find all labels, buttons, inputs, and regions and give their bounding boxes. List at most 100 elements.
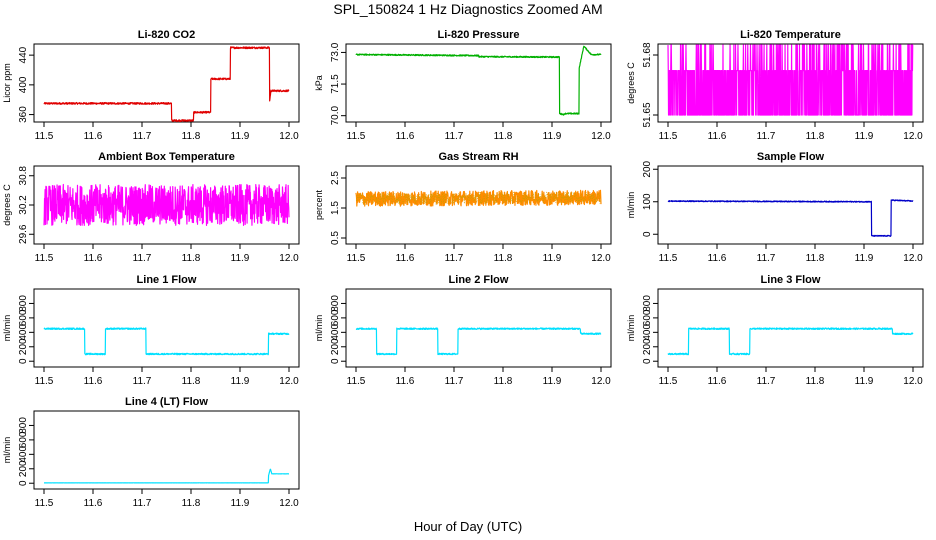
x-tick-label: 12.0	[591, 376, 611, 387]
y-axis-label: ml/min	[2, 437, 12, 464]
panel-title: Ambient Box Temperature	[98, 151, 235, 163]
x-tick-label: 11.6	[396, 131, 415, 142]
x-tick-label: 11.6	[84, 376, 103, 387]
y-tick-label: 400	[18, 76, 29, 93]
y-axis-label: degrees C	[626, 62, 636, 104]
x-tick-label: 11.8	[806, 253, 825, 264]
y-tick-label: 400	[642, 324, 653, 341]
y-tick-label: 200	[330, 338, 341, 355]
data-trace	[667, 199, 914, 237]
plot-frame	[345, 165, 612, 245]
data-trace	[43, 468, 290, 484]
panel-grid: Li-820 CO2 11.5 11.6 11.7 11.8 11.9 12.0 360 400…	[2, 29, 924, 509]
x-tick-label: 11.6	[708, 131, 727, 142]
x-tick-label: 11.7	[445, 376, 464, 387]
x-tick-label: 11.5	[659, 376, 678, 387]
x-tick-label: 11.5	[659, 253, 678, 264]
y-tick-label: 200	[18, 338, 29, 355]
y-tick-label: 71.5	[330, 74, 341, 94]
x-tick-label: 11.5	[35, 253, 54, 264]
x-tick-label: 12.0	[591, 253, 611, 264]
y-axis-label: degrees C	[2, 184, 12, 226]
panel-title: Li-820 CO2	[138, 29, 195, 41]
plot-frame	[33, 43, 300, 123]
x-tick-label: 11.8	[182, 498, 201, 509]
x-tick-label: 11.8	[494, 131, 513, 142]
x-tick-label: 11.9	[543, 131, 562, 142]
y-tick-label: 200	[642, 160, 653, 177]
plot-frame	[345, 43, 612, 123]
x-tick-label: 11.8	[806, 376, 825, 387]
plot-frame	[657, 288, 924, 368]
panel-3: Li-820 Temperature 11.5 11.6 11.7 11.8 11.9 12…	[626, 29, 924, 142]
x-tick-label: 11.5	[35, 376, 54, 387]
y-tick-label: 70.0	[330, 106, 341, 126]
panel-title: Line 3 Flow	[761, 274, 821, 286]
plot-frame	[345, 288, 612, 368]
panel-9: Line 3 Flow 11.5 11.6 11.7 11.8 11.9 12.0 0 2004…	[626, 274, 924, 387]
x-tick-label: 11.8	[182, 253, 201, 264]
x-tick-label: 12.0	[903, 376, 923, 387]
y-tick-label: 29.6	[18, 224, 29, 244]
x-tick-label: 11.9	[855, 376, 874, 387]
y-tick-label: 600	[18, 431, 29, 448]
y-tick-label: 440	[18, 46, 29, 63]
x-tick-label: 12.0	[279, 498, 299, 509]
y-tick-label: 2.5	[330, 171, 341, 185]
y-tick-label: 100	[642, 193, 653, 210]
x-tick-label: 11.6	[84, 253, 103, 264]
x-tick-label: 11.9	[231, 131, 250, 142]
x-tick-label: 11.7	[757, 253, 776, 264]
panel-title: Gas Stream RH	[438, 151, 518, 163]
panel-title: Li-820 Pressure	[438, 29, 520, 41]
y-axis-label: Licor ppm	[2, 63, 12, 103]
x-tick-label: 11.7	[133, 376, 152, 387]
x-tick-label: 11.8	[494, 376, 513, 387]
plot-frame	[657, 165, 924, 245]
y-tick-label: 800	[18, 295, 29, 312]
panel-10: Line 4 (LT) Flow 11.5 11.6 11.7 11.8 11.9 12.0…	[2, 396, 300, 509]
y-tick-label: 30.8	[18, 166, 29, 186]
x-tick-label: 11.7	[445, 253, 464, 264]
x-tick-label: 12.0	[591, 131, 611, 142]
data-trace	[43, 46, 290, 123]
y-axis-label: ml/min	[2, 315, 12, 342]
y-tick-label: 51.68	[642, 42, 653, 67]
panel-title: Line 1 Flow	[137, 274, 197, 286]
x-tick-label: 11.7	[757, 376, 776, 387]
panel-1: Li-820 CO2 11.5 11.6 11.7 11.8 11.9 12.0 360 400…	[2, 29, 300, 142]
y-tick-label: 0	[18, 480, 29, 486]
panel-7: Line 1 Flow 11.5 11.6 11.7 11.8 11.9 12.0 0 2004…	[2, 274, 300, 387]
x-tick-label: 11.5	[347, 253, 366, 264]
x-tick-label: 11.6	[84, 131, 103, 142]
data-trace	[667, 44, 914, 116]
x-tick-label: 11.6	[708, 376, 727, 387]
panel-title: Li-820 Temperature	[740, 29, 841, 41]
x-tick-label: 11.5	[35, 498, 54, 509]
x-tick-label: 11.9	[855, 131, 874, 142]
panel-4: Ambient Box Temperature 11.5 11.6 11.7 11.8 1…	[2, 151, 300, 264]
x-tick-label: 11.5	[659, 131, 678, 142]
x-tick-label: 11.7	[133, 253, 152, 264]
x-tick-label: 11.9	[231, 376, 250, 387]
x-tick-label: 11.7	[133, 498, 152, 509]
y-axis-label: kPa	[314, 75, 324, 91]
x-tick-label: 12.0	[279, 131, 299, 142]
data-trace	[43, 327, 290, 356]
y-axis-label: ml/min	[314, 315, 324, 342]
panel-title: Sample Flow	[757, 151, 825, 163]
y-tick-label: 360	[18, 106, 29, 123]
y-tick-label: 0	[330, 358, 341, 364]
x-tick-label: 12.0	[279, 376, 299, 387]
x-tick-label: 11.8	[182, 131, 201, 142]
panel-5: Gas Stream RH 11.5 11.6 11.7 11.8 11.9 12.0 0.5…	[314, 151, 612, 264]
x-tick-label: 11.6	[84, 498, 103, 509]
x-tick-label: 11.6	[396, 253, 415, 264]
plot-frame	[33, 410, 300, 490]
x-tick-label: 12.0	[903, 131, 923, 142]
y-tick-label: 200	[642, 338, 653, 355]
x-tick-label: 11.9	[543, 253, 562, 264]
y-tick-label: 400	[18, 324, 29, 341]
y-tick-label: 800	[642, 295, 653, 312]
